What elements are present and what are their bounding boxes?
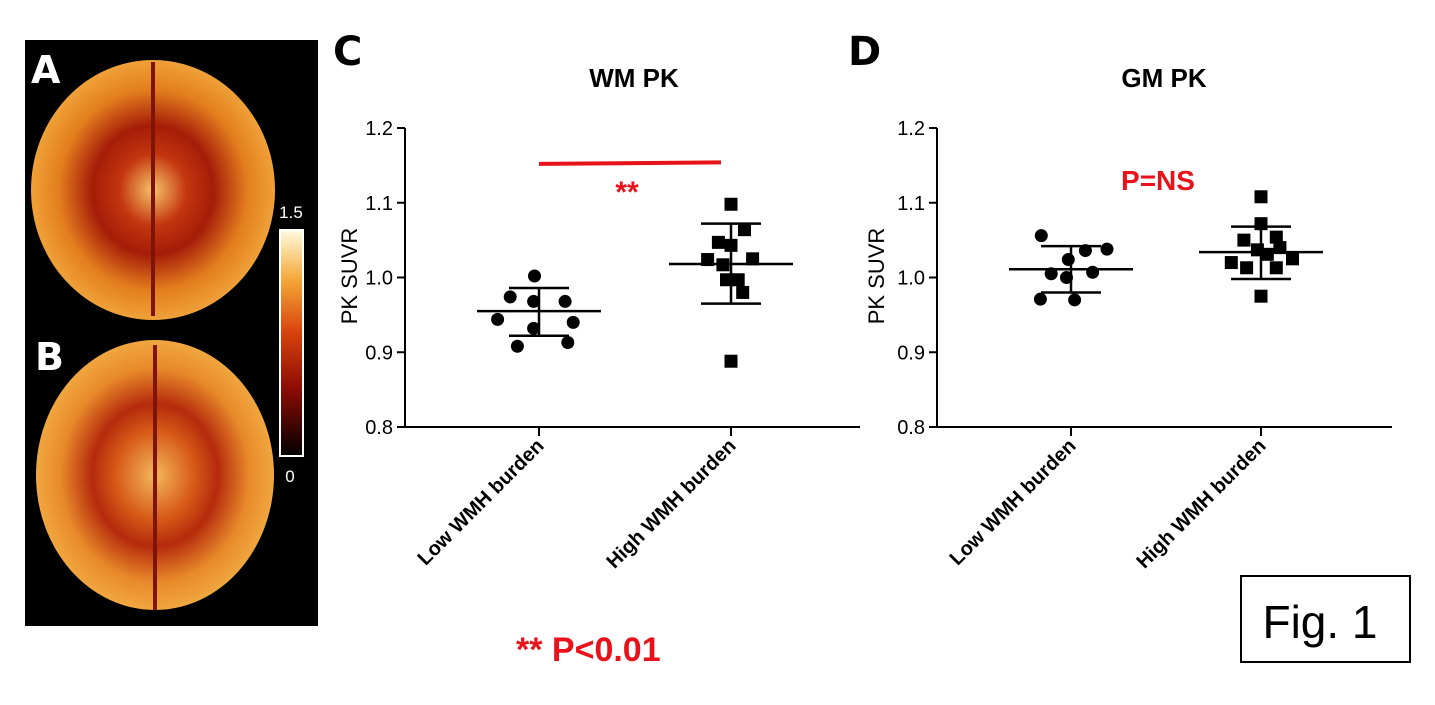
x-tick-label: High WMH burden	[1132, 435, 1270, 573]
panel-label-b: B	[35, 335, 64, 379]
data-point	[1269, 261, 1283, 275]
figure-label: Fig. 1	[1262, 596, 1377, 648]
data-point	[711, 235, 725, 249]
data-point	[1033, 292, 1047, 306]
y-tick-label: 0.8	[897, 417, 925, 439]
y-tick-label: 1.2	[365, 118, 393, 140]
x-tick-label: Low WMH burden	[946, 435, 1081, 570]
data-point	[1286, 252, 1299, 266]
data-point	[566, 315, 580, 329]
data-point	[738, 223, 751, 237]
y-tick-label: 1.2	[897, 118, 925, 140]
chart-title: WM PK	[589, 63, 679, 93]
x-tick-label: Low WMH burden	[414, 435, 549, 570]
brain-image-panel: A B 1.5 0	[25, 40, 318, 626]
series-high	[1199, 190, 1323, 303]
y-tick-label: 1.1	[365, 193, 393, 215]
data-point	[1240, 261, 1254, 275]
significance-label: P=NS	[1121, 165, 1195, 196]
data-point	[1100, 242, 1114, 256]
colorbar	[279, 229, 304, 457]
data-point	[491, 312, 505, 326]
data-point	[731, 273, 745, 287]
data-point	[1034, 229, 1048, 243]
data-point	[736, 285, 750, 299]
data-point	[1254, 190, 1268, 204]
panel-label-d: D	[848, 29, 881, 75]
x-tick-label: High WMH burden	[602, 435, 740, 573]
series-low	[477, 269, 601, 353]
y-tick-label: 1.1	[897, 193, 925, 215]
figure-label-box: Fig. 1	[1240, 575, 1411, 663]
data-point	[528, 269, 541, 283]
y-tick-label: 0.8	[365, 417, 393, 439]
colorbar-min-label: 0	[285, 467, 294, 486]
y-axis-label: PK SUVR	[864, 228, 889, 325]
y-axis-label: PK SUVR	[337, 228, 362, 325]
significance-bar	[538, 160, 722, 166]
data-point	[1068, 293, 1082, 307]
data-point	[1224, 256, 1238, 270]
panel-label-c: C	[333, 29, 362, 75]
y-tick-label: 0.9	[365, 342, 393, 364]
data-point	[1237, 233, 1251, 247]
data-point	[527, 294, 541, 308]
data-point	[1086, 265, 1100, 279]
figure-label-frame	[1240, 575, 1411, 663]
data-point	[724, 197, 738, 211]
data-point	[503, 290, 517, 304]
data-point	[527, 321, 541, 335]
series-high	[669, 197, 793, 368]
data-point	[746, 252, 760, 266]
data-point	[1260, 247, 1274, 261]
data-point	[561, 336, 575, 350]
chart-title: GM PK	[1121, 63, 1206, 93]
data-point	[558, 294, 572, 308]
data-point	[724, 354, 738, 368]
series-low	[1009, 229, 1133, 307]
chart-gm-pk: D GM PK PK SUVR 0.8 0.9 1.0 1.1 1.2 Low WMH b…	[848, 29, 1392, 573]
y-tick-label: 0.9	[897, 342, 925, 364]
data-point	[1254, 289, 1268, 303]
significance-footnote: ** P<0.01	[516, 631, 661, 669]
colorbar-max-label: 1.5	[279, 203, 303, 222]
panel-label-a: A	[31, 48, 61, 92]
chart-wm-pk: C WM PK PK SUVR 0.8 0.9 1.0 1.1 1.2 Low WMH b…	[333, 29, 860, 573]
data-point	[510, 339, 524, 353]
y-tick-label: 1.0	[365, 268, 393, 290]
significance-stars: **	[615, 176, 639, 209]
data-point	[1269, 230, 1283, 244]
data-point	[1061, 253, 1075, 267]
y-tick-label: 1.0	[897, 268, 925, 290]
